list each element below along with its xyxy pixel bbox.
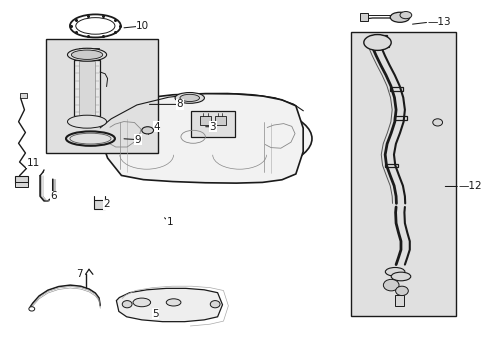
Bar xyxy=(385,164,397,167)
Ellipse shape xyxy=(71,50,102,59)
Bar xyxy=(215,116,225,125)
Ellipse shape xyxy=(67,115,106,128)
Ellipse shape xyxy=(383,279,398,291)
Ellipse shape xyxy=(390,272,410,281)
Bar xyxy=(394,295,403,306)
Bar xyxy=(393,116,406,120)
Ellipse shape xyxy=(142,127,153,134)
Ellipse shape xyxy=(385,267,404,276)
Text: 10: 10 xyxy=(136,21,149,31)
Ellipse shape xyxy=(166,299,181,306)
Bar xyxy=(79,48,85,55)
Ellipse shape xyxy=(395,286,407,296)
Bar xyxy=(200,116,211,125)
Ellipse shape xyxy=(389,12,409,22)
Text: 8: 8 xyxy=(176,99,183,109)
Ellipse shape xyxy=(175,93,204,103)
Polygon shape xyxy=(102,94,303,183)
Text: 7: 7 xyxy=(76,269,82,279)
Text: 3: 3 xyxy=(209,122,216,132)
Bar xyxy=(190,111,234,137)
Ellipse shape xyxy=(133,298,150,307)
Ellipse shape xyxy=(432,119,442,126)
Bar xyxy=(79,61,95,115)
Text: —12: —12 xyxy=(458,181,481,192)
Text: 4: 4 xyxy=(153,122,160,132)
Ellipse shape xyxy=(67,48,106,61)
Bar xyxy=(87,48,93,55)
Text: 11: 11 xyxy=(26,158,40,168)
Text: —13: —13 xyxy=(427,17,450,27)
Ellipse shape xyxy=(399,12,411,19)
Ellipse shape xyxy=(363,35,390,50)
Ellipse shape xyxy=(29,307,35,311)
Bar xyxy=(74,60,100,116)
Bar xyxy=(359,13,367,21)
Bar xyxy=(389,87,402,91)
Text: 9: 9 xyxy=(134,135,141,145)
Bar xyxy=(350,32,455,316)
Bar xyxy=(20,93,27,98)
Bar xyxy=(94,200,104,209)
Bar xyxy=(367,43,388,47)
Ellipse shape xyxy=(210,301,220,308)
Ellipse shape xyxy=(122,301,132,308)
Bar xyxy=(15,182,28,187)
Text: 5: 5 xyxy=(152,309,159,319)
Text: 1: 1 xyxy=(166,217,173,228)
Bar xyxy=(46,39,158,153)
Ellipse shape xyxy=(99,100,311,177)
Polygon shape xyxy=(116,288,222,322)
Bar xyxy=(369,35,386,44)
Text: 2: 2 xyxy=(103,199,110,210)
Text: 6: 6 xyxy=(50,191,57,201)
Ellipse shape xyxy=(180,94,199,102)
Bar xyxy=(94,48,99,55)
Bar xyxy=(15,176,28,183)
